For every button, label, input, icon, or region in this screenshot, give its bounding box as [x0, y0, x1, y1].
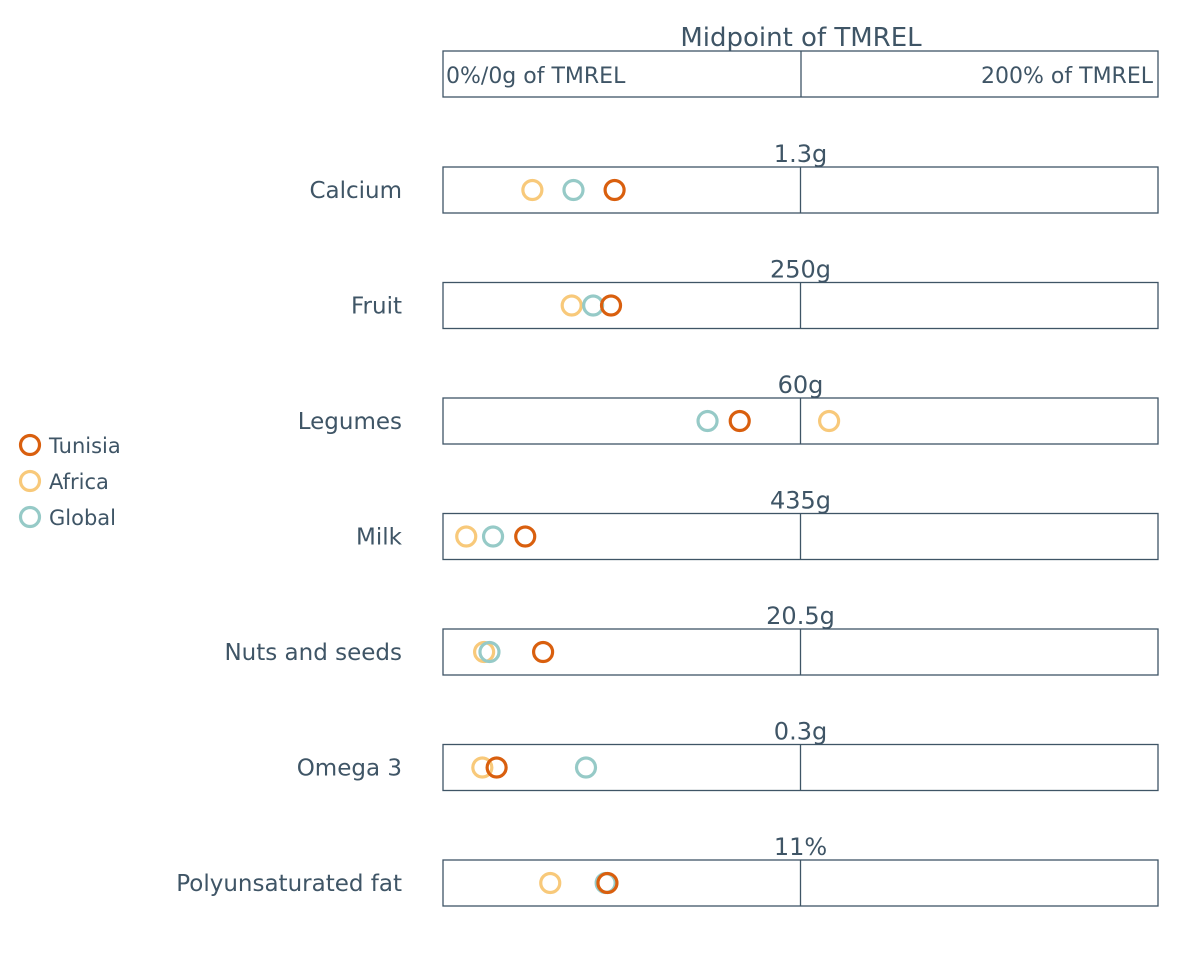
point-africa	[560, 294, 583, 317]
nutrient-rows: Calcium 1.3g Fruit 250g Legumes 60g Milk 435g Nu…	[176, 140, 1159, 907]
point-global	[696, 409, 719, 433]
header-title: Midpoint of TMREL	[680, 23, 922, 53]
point-tunisia	[485, 756, 508, 779]
row-label: Calcium	[309, 178, 402, 204]
point-global	[481, 525, 505, 548]
legend: Tunisia Africa Global	[18, 433, 121, 530]
point-africa	[817, 409, 841, 433]
legend-label: Africa	[49, 470, 109, 494]
legend-label: Tunisia	[48, 434, 121, 458]
point-tunisia	[599, 294, 623, 317]
row-omega-3: Omega 3 0.3g	[297, 718, 1159, 792]
row-label: Fruit	[351, 294, 402, 320]
row-calcium: Calcium 1.3g	[309, 140, 1159, 214]
row-midpoint-value: 250g	[770, 256, 831, 284]
row-midpoint-value: 435g	[770, 487, 831, 515]
legend-marker-tunisia	[18, 433, 42, 457]
header-right-label: 200% of TMREL	[981, 64, 1154, 89]
legend-item-africa: Africa	[18, 469, 109, 494]
legend-marker-global	[18, 505, 42, 529]
point-africa	[539, 871, 562, 895]
row-midpoint-value: 0.3g	[774, 718, 827, 746]
row-fruit: Fruit 250g	[351, 256, 1159, 330]
row-label: Milk	[356, 525, 403, 551]
point-tunisia	[603, 178, 626, 202]
row-label: Polyunsaturated fat	[176, 871, 402, 897]
legend-item-global: Global	[18, 505, 116, 530]
tmrel-scale-header: Midpoint of TMREL 0%/0g of TMREL 200% of…	[442, 23, 1159, 98]
row-polyunsaturated-fat: Polyunsaturated fat 11%	[176, 833, 1159, 907]
legend-marker-africa	[18, 469, 42, 493]
row-label: Nuts and seeds	[224, 640, 402, 666]
row-midpoint-value: 1.3g	[774, 140, 827, 168]
row-milk: Milk 435g	[356, 487, 1159, 561]
point-tunisia	[514, 525, 537, 548]
point-global	[574, 756, 598, 779]
legend-label: Global	[49, 506, 116, 530]
row-label: Omega 3	[297, 756, 402, 782]
point-global	[478, 640, 501, 664]
header-left-label: 0%/0g of TMREL	[446, 64, 626, 89]
point-global	[562, 178, 585, 202]
point-tunisia	[728, 409, 751, 433]
point-africa	[471, 756, 494, 779]
row-label: Legumes	[298, 409, 402, 435]
point-tunisia	[531, 640, 555, 664]
row-midpoint-value: 20.5g	[766, 602, 835, 630]
row-midpoint-value: 11%	[774, 833, 827, 861]
point-tunisia	[596, 871, 619, 895]
row-midpoint-value: 60g	[778, 371, 824, 399]
point-africa	[521, 178, 544, 202]
point-africa	[455, 525, 478, 548]
row-nuts-and-seeds: Nuts and seeds 20.5g	[224, 602, 1159, 676]
row-legumes: Legumes 60g	[298, 371, 1159, 445]
legend-item-tunisia: Tunisia	[18, 433, 121, 458]
